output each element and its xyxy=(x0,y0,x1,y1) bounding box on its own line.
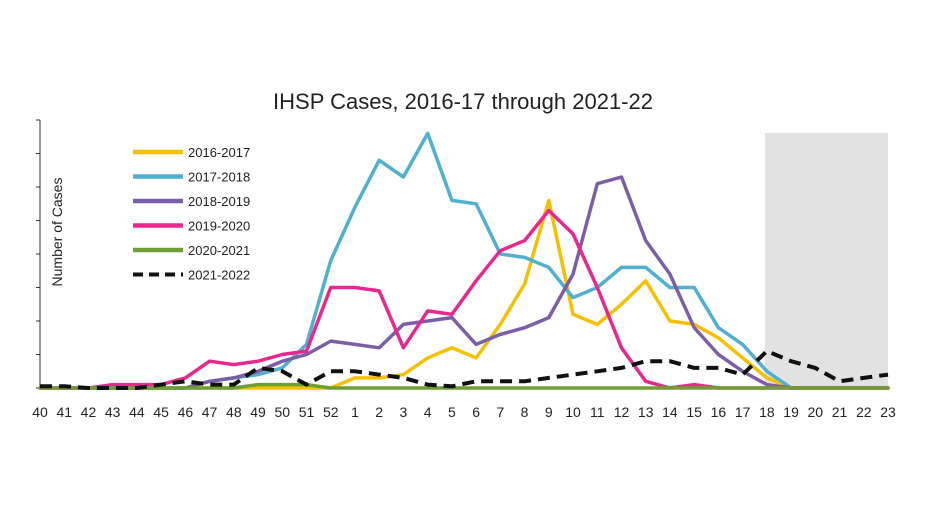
x-tick-label: 3 xyxy=(400,404,408,420)
x-tick-label: 43 xyxy=(105,404,121,420)
x-ticks: 40 41 42 43 44 45 46 47 48 49 50 51 52 1 2 3 4 5 6 7 8 9 10 11 1… xyxy=(32,404,896,420)
x-tick-label: 8 xyxy=(521,404,529,420)
x-tick-label: 2 xyxy=(375,404,383,420)
x-tick-label: 23 xyxy=(880,404,896,420)
x-tick-label: 45 xyxy=(153,404,169,420)
legend-label: 2021-2022 xyxy=(188,268,250,283)
legend: 2016-2017 2017-2018 2018-2019 2019-2020 2020… xyxy=(133,145,250,283)
x-tick-label: 48 xyxy=(226,404,242,420)
x-tick-label: 52 xyxy=(323,404,339,420)
x-tick-label: 11 xyxy=(590,404,605,420)
legend-label: 2020-2021 xyxy=(188,243,250,258)
x-tick-label: 10 xyxy=(565,404,581,420)
x-tick-label: 12 xyxy=(614,404,630,420)
x-tick-label: 22 xyxy=(856,404,872,420)
series-lines xyxy=(38,131,890,390)
series-line-2020-2021 xyxy=(38,382,890,390)
x-tick-label: 44 xyxy=(129,404,145,420)
legend-label: 2018-2019 xyxy=(188,194,250,209)
x-tick-label: 51 xyxy=(299,404,315,420)
x-tick-label: 19 xyxy=(783,404,799,420)
x-tick-label: 20 xyxy=(808,404,824,420)
x-tick-label: 17 xyxy=(735,404,751,420)
series-line-2021-2022 xyxy=(40,349,889,390)
x-tick-label: 21 xyxy=(832,404,848,420)
x-tick-label: 14 xyxy=(662,404,678,420)
series-line-2016-2017 xyxy=(38,198,890,390)
x-tick-label: 4 xyxy=(424,404,432,420)
shaded-period xyxy=(764,133,888,388)
legend-label: 2016-2017 xyxy=(188,145,250,160)
x-tick-label: 9 xyxy=(545,404,553,420)
series-line-2019-2020 xyxy=(38,208,890,390)
y-ticks xyxy=(36,119,40,389)
x-tick-label: 7 xyxy=(496,404,504,420)
x-tick-label: 5 xyxy=(448,404,456,420)
y-axis-label: Number of Cases xyxy=(49,178,65,287)
legend-label: 2017-2018 xyxy=(188,170,250,185)
x-tick-label: 1 xyxy=(351,404,359,420)
x-tick-label: 47 xyxy=(202,404,218,420)
x-tick-label: 46 xyxy=(178,404,194,420)
x-tick-label: 42 xyxy=(81,404,97,420)
x-tick-label: 49 xyxy=(250,404,266,420)
series-line-2017-2018 xyxy=(38,131,890,390)
x-tick-label: 13 xyxy=(638,404,654,420)
x-tick-label: 15 xyxy=(686,404,702,420)
legend-label: 2019-2020 xyxy=(188,219,250,234)
x-tick-label: 40 xyxy=(32,404,48,420)
x-tick-label: 41 xyxy=(56,404,72,420)
x-tick-label: 16 xyxy=(711,404,727,420)
x-tick-label: 18 xyxy=(759,404,775,420)
x-tick-label: 6 xyxy=(472,404,480,420)
x-tick-label: 50 xyxy=(274,404,290,420)
chart-title: IHSP Cases, 2016-17 through 2021-22 xyxy=(273,89,653,114)
